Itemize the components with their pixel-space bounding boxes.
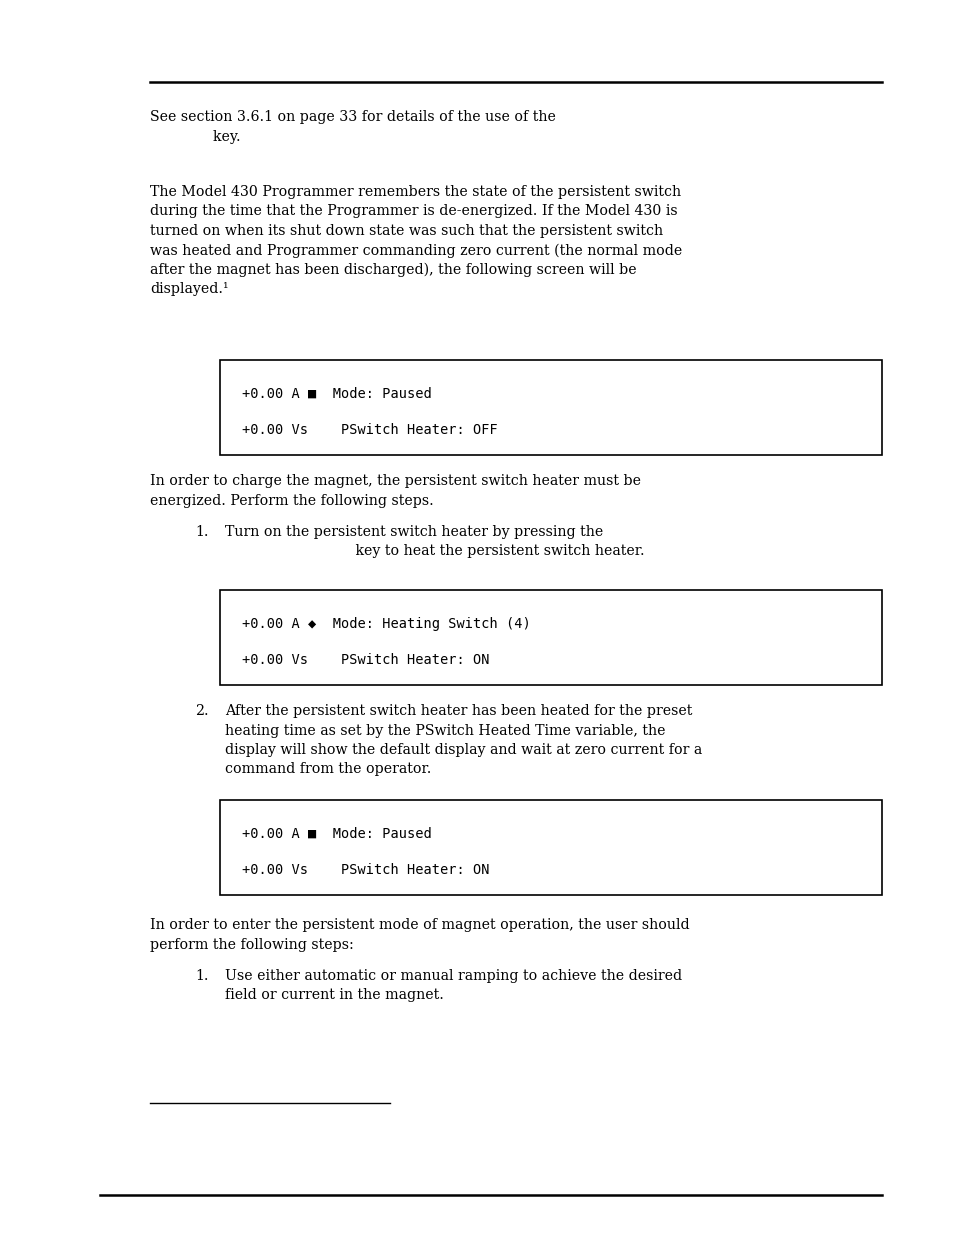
Text: +0.00 Vs    PSwitch Heater: ON: +0.00 Vs PSwitch Heater: ON [242, 863, 489, 877]
Text: +0.00 Vs    PSwitch Heater: ON: +0.00 Vs PSwitch Heater: ON [242, 653, 489, 667]
Text: Turn on the persistent switch heater by pressing the: Turn on the persistent switch heater by … [225, 525, 602, 538]
Text: +0.00 A ◆  Mode: Heating Switch (4): +0.00 A ◆ Mode: Heating Switch (4) [242, 616, 530, 631]
Text: heating time as set by the PSwitch Heated Time variable, the: heating time as set by the PSwitch Heate… [225, 724, 665, 737]
Text: After the persistent switch heater has been heated for the preset: After the persistent switch heater has b… [225, 704, 692, 718]
Text: In order to charge the magnet, the persistent switch heater must be: In order to charge the magnet, the persi… [150, 474, 640, 488]
Text: turned on when its shut down state was such that the persistent switch: turned on when its shut down state was s… [150, 224, 662, 238]
Text: command from the operator.: command from the operator. [225, 762, 431, 777]
Text: display will show the default display and wait at zero current for a: display will show the default display an… [225, 743, 701, 757]
Text: perform the following steps:: perform the following steps: [150, 937, 354, 951]
Text: was heated and Programmer commanding zero current (the normal mode: was heated and Programmer commanding zer… [150, 243, 681, 258]
Text: key to heat the persistent switch heater.: key to heat the persistent switch heater… [225, 545, 644, 558]
Text: The Model 430 Programmer remembers the state of the persistent switch: The Model 430 Programmer remembers the s… [150, 185, 680, 199]
Text: 1.: 1. [194, 525, 209, 538]
Text: Use either automatic or manual ramping to achieve the desired: Use either automatic or manual ramping t… [225, 969, 681, 983]
Bar [220, 590, 882, 685]
Text: displayed.¹: displayed.¹ [150, 283, 229, 296]
Text: See section 3.6.1 on page 33 for details of the use of the: See section 3.6.1 on page 33 for details… [150, 110, 556, 124]
Text: 2.: 2. [194, 704, 209, 718]
Text: +0.00 A ■  Mode: Paused: +0.00 A ■ Mode: Paused [242, 826, 432, 841]
Text: during the time that the Programmer is de-energized. If the Model 430 is: during the time that the Programmer is d… [150, 205, 677, 219]
Text: +0.00 A ■  Mode: Paused: +0.00 A ■ Mode: Paused [242, 387, 432, 400]
Text: 1.: 1. [194, 969, 209, 983]
Bar [220, 800, 882, 895]
Text: energized. Perform the following steps.: energized. Perform the following steps. [150, 494, 434, 508]
Text: after the magnet has been discharged), the following screen will be: after the magnet has been discharged), t… [150, 263, 636, 278]
Text: key.: key. [150, 130, 240, 143]
Bar [220, 359, 882, 454]
Text: field or current in the magnet.: field or current in the magnet. [225, 988, 443, 1003]
Text: In order to enter the persistent mode of magnet operation, the user should: In order to enter the persistent mode of… [150, 918, 689, 932]
Text: +0.00 Vs    PSwitch Heater: OFF: +0.00 Vs PSwitch Heater: OFF [242, 422, 497, 437]
